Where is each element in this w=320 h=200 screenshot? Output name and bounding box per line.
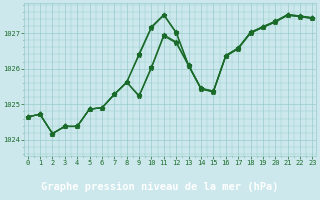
Text: Graphe pression niveau de la mer (hPa): Graphe pression niveau de la mer (hPa)	[41, 182, 279, 192]
